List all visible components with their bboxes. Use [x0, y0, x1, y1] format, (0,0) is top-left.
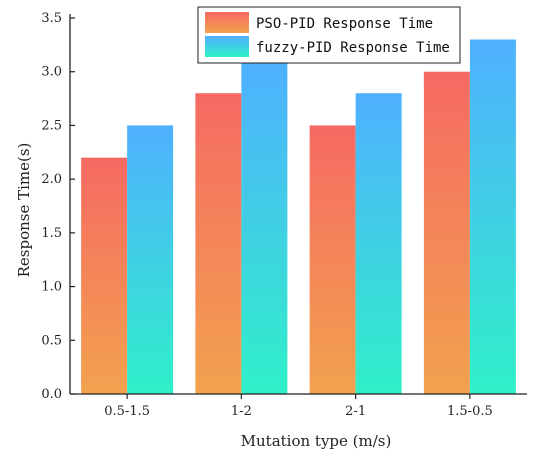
bars-group	[81, 39, 516, 394]
y-tick-label: 3.5	[41, 11, 62, 26]
bar-fuzzy-pid	[469, 39, 516, 394]
plot-area: 0.0 0.5 1.0 1.5 2.0 2.5 3.0 3.5 0.5-1.5 1-2 2-1 1.…	[41, 11, 527, 419]
y-tick-label: 3.0	[41, 65, 62, 80]
legend: PSO-PID Response Time fuzzy-PID Response…	[197, 6, 461, 64]
y-tick-label: 1.0	[41, 280, 62, 295]
y-axis-ticks: 0.0 0.5 1.0 1.5 2.0 2.5 3.0 3.5	[41, 11, 75, 402]
y-tick-label: 0.5	[41, 333, 62, 348]
bar-pso-pid	[81, 157, 128, 394]
bar-pso-pid	[423, 71, 470, 394]
x-axis-title: Mutation type (m/s)	[241, 432, 392, 450]
x-tick-label: 2-1	[345, 404, 366, 419]
y-tick-label: 2.0	[41, 172, 62, 187]
x-tick-label: 1-2	[231, 404, 252, 419]
bar-fuzzy-pid	[127, 125, 174, 394]
x-axis-ticks: 0.5-1.5 1-2 2-1 1.5-0.5	[104, 394, 493, 419]
legend-label-pso-pid: PSO-PID Response Time	[256, 16, 433, 32]
y-tick-label: 1.5	[41, 226, 62, 241]
x-tick-label: 0.5-1.5	[104, 404, 150, 419]
bar-fuzzy-pid	[241, 60, 288, 394]
y-axis-title: Response Time(s)	[15, 143, 33, 278]
y-tick-label: 0.0	[41, 387, 62, 402]
y-tick-label: 2.5	[41, 118, 62, 133]
legend-swatch-pso-pid	[205, 12, 249, 33]
legend-label-fuzzy-pid: fuzzy-PID Response Time	[256, 40, 450, 56]
bar-pso-pid	[195, 93, 242, 394]
bar-pso-pid	[309, 125, 356, 394]
bar-fuzzy-pid	[355, 93, 402, 394]
legend-swatch-fuzzy-pid	[205, 36, 249, 57]
x-tick-label: 1.5-0.5	[447, 404, 493, 419]
